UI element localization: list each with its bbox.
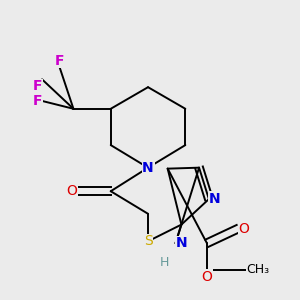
Text: O: O bbox=[67, 184, 77, 198]
Text: CH₃: CH₃ bbox=[246, 263, 269, 276]
Text: O: O bbox=[202, 270, 212, 284]
Text: O: O bbox=[238, 221, 249, 236]
Text: N: N bbox=[209, 192, 220, 206]
Text: S: S bbox=[144, 234, 152, 248]
Text: F: F bbox=[55, 54, 64, 68]
Text: N: N bbox=[142, 161, 154, 175]
Text: H: H bbox=[160, 256, 169, 269]
Text: F: F bbox=[32, 79, 42, 93]
Text: F: F bbox=[32, 94, 42, 108]
Text: N: N bbox=[176, 236, 187, 250]
